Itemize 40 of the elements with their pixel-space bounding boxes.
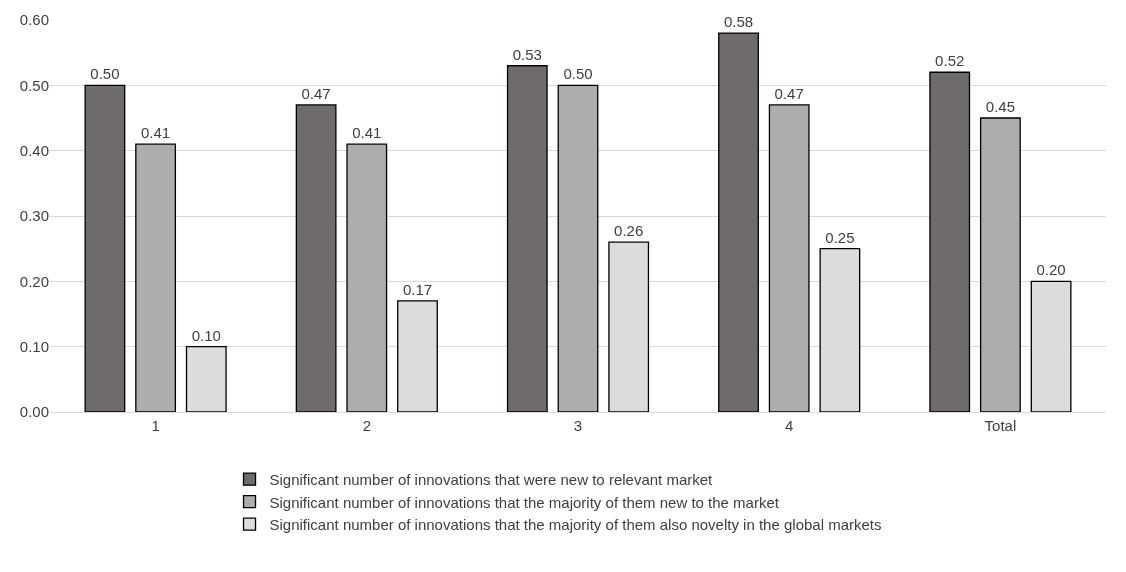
x-tick-label: 3 bbox=[573, 417, 583, 434]
data-label: 0.26 bbox=[614, 222, 644, 240]
data-label: 0.45 bbox=[985, 98, 1015, 115]
y-tick-label: 0.30 bbox=[19, 207, 49, 225]
y-tick-label: 0.00 bbox=[19, 403, 49, 421]
y-tick-label: 0.50 bbox=[19, 76, 49, 94]
x-tick-label: 2 bbox=[362, 417, 371, 434]
data-label: 0.47 bbox=[774, 84, 804, 102]
data-label: 0.50 bbox=[563, 65, 593, 83]
bar bbox=[718, 32, 759, 412]
y-tick-label: 0.10 bbox=[19, 337, 49, 355]
data-label: 0.47 bbox=[301, 84, 331, 102]
legend-label: Significant number of innovations that were new to relevant market bbox=[269, 471, 714, 489]
bar bbox=[557, 84, 599, 412]
legend-label: Significant number of innovations that the majority of them new to the market bbox=[269, 493, 780, 511]
data-label: 0.10 bbox=[191, 326, 221, 344]
bar bbox=[295, 104, 337, 412]
data-label: 0.41 bbox=[141, 124, 171, 142]
data-label: 0.41 bbox=[352, 124, 382, 142]
legend-label: Significant number of innovations that the majority of them also novelty in the global markets bbox=[269, 516, 882, 534]
data-label: 0.58 bbox=[723, 13, 754, 31]
bar bbox=[135, 143, 177, 412]
data-label: 0.17 bbox=[402, 280, 433, 298]
y-tick-label: 0.20 bbox=[19, 272, 49, 290]
bar bbox=[979, 117, 1021, 412]
bar bbox=[346, 143, 388, 412]
data-label: 0.50 bbox=[90, 65, 120, 83]
bar bbox=[84, 84, 126, 412]
data-label: 0.20 bbox=[1036, 261, 1066, 279]
bar bbox=[768, 104, 810, 412]
y-tick-label: 0.60 bbox=[19, 11, 49, 29]
data-label: 0.25 bbox=[825, 228, 855, 246]
bar bbox=[929, 71, 971, 412]
bar bbox=[506, 65, 548, 412]
data-label: 0.52 bbox=[935, 52, 965, 70]
x-tick-label: 1 bbox=[151, 417, 160, 434]
data-label: 0.53 bbox=[512, 45, 542, 63]
y-tick-label: 0.40 bbox=[19, 141, 49, 159]
x-tick-label: 4 bbox=[785, 417, 794, 434]
x-tick-label: Total bbox=[984, 417, 1017, 434]
